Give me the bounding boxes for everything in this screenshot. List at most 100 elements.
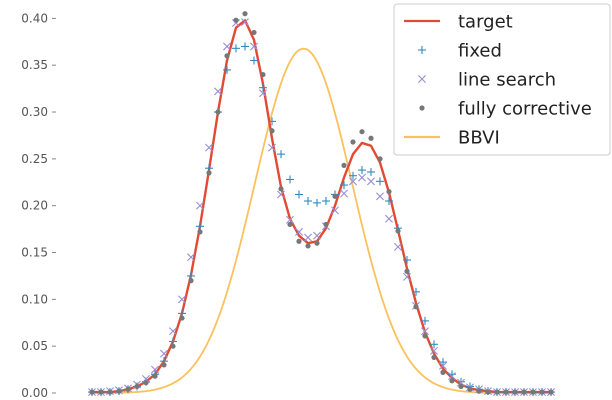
data-point-line-search	[313, 231, 321, 240]
data-point-line-search	[268, 143, 276, 152]
data-point-line-search	[394, 242, 402, 251]
y-axis: 0.00 0.05 0.10 0.15 0.20 0.25 0.30 0.35 0.40	[21, 11, 56, 400]
data-point-line-search	[178, 295, 186, 304]
data-point-fixed	[403, 256, 411, 265]
series-line-bbvi	[91, 47, 551, 394]
data-point-line-search	[241, 18, 249, 27]
data-point-line-search	[160, 349, 168, 358]
data-point-fully-corrective	[179, 315, 185, 321]
legend-label: BBVI	[458, 128, 500, 149]
legend-item-fully-corrective: fully corrective	[419, 99, 592, 120]
data-point-line-search	[421, 327, 429, 336]
data-point-fully-corrective	[251, 29, 257, 36]
data-point-line-search	[349, 177, 357, 186]
data-point-fully-corrective	[314, 240, 320, 246]
series-line-target	[92, 19, 551, 394]
data-point-fixed	[295, 190, 303, 199]
legend-label: fixed	[458, 41, 502, 62]
data-point-fixed	[385, 197, 393, 205]
data-point-fixed	[259, 83, 267, 92]
legend-item-bbvi: BBVI	[404, 128, 500, 149]
data-point-line-search	[403, 272, 411, 281]
data-point-fully-corrective	[134, 383, 140, 390]
data-point-fully-corrective	[89, 389, 95, 395]
data-point-line-search	[457, 378, 465, 387]
y-tick-label: 0.40	[21, 11, 48, 25]
y-tick-label: 0.00	[21, 386, 48, 400]
data-point-line-search	[205, 143, 213, 152]
data-point-fully-corrective	[413, 304, 419, 310]
data-point-fully-corrective	[431, 354, 437, 361]
data-point-fixed	[358, 166, 366, 175]
data-point-line-search	[169, 327, 177, 336]
data-point-fixed	[376, 177, 384, 186]
data-point-fully-corrective	[278, 186, 284, 192]
y-tick-label: 0.25	[21, 152, 48, 166]
data-point-fully-corrective	[143, 380, 149, 386]
data-point-fully-corrective	[359, 129, 365, 135]
data-point-fixed	[232, 44, 240, 53]
data-point-fully-corrective	[323, 221, 329, 228]
data-point-fully-corrective	[467, 386, 473, 392]
data-point-fully-corrective	[161, 362, 167, 368]
data-point-fully-corrective	[206, 170, 212, 176]
data-point-line-search	[376, 192, 384, 201]
data-point-fixed	[286, 175, 294, 184]
data-point-fixed	[349, 171, 357, 180]
data-point-fully-corrective	[395, 228, 401, 234]
data-point-fixed	[448, 370, 456, 379]
data-point-line-search	[367, 177, 375, 186]
y-tick-label: 0.15	[21, 246, 48, 260]
legend-swatch	[418, 75, 426, 83]
data-point-fully-corrective	[368, 135, 374, 141]
data-point-fully-corrective	[494, 389, 500, 395]
data-point-fixed	[367, 167, 375, 176]
legend-label: fully corrective	[458, 99, 592, 120]
data-point-line-search	[439, 361, 447, 370]
data-point-line-search	[142, 374, 150, 383]
data-point-fully-corrective	[503, 389, 509, 395]
legend-item-target: target	[404, 12, 513, 33]
data-point-fixed	[430, 340, 438, 349]
legend-box	[393, 3, 611, 156]
data-point-fully-corrective	[485, 389, 491, 395]
data-point-fixed	[340, 181, 348, 190]
data-point-fully-corrective	[548, 389, 554, 395]
data-point-fully-corrective	[422, 333, 428, 339]
data-point-fully-corrective	[404, 268, 410, 274]
data-point-fixed	[322, 197, 330, 205]
data-point-line-search	[196, 201, 204, 210]
data-point-fixed	[439, 358, 447, 367]
data-point-fixed	[250, 56, 258, 65]
data-point-fully-corrective	[341, 162, 347, 169]
data-point-fully-corrective	[116, 388, 122, 394]
data-point-fully-corrective	[242, 11, 248, 17]
data-point-fully-corrective	[125, 386, 131, 392]
data-point-fully-corrective	[224, 53, 230, 59]
data-point-fully-corrective	[512, 389, 518, 395]
legend-label: target	[458, 12, 513, 33]
legend-item-fixed: fixed	[418, 41, 502, 62]
legend-swatch	[419, 105, 425, 111]
data-point-fully-corrective	[377, 156, 383, 162]
legend-label: line search	[458, 70, 556, 91]
data-point-fully-corrective	[152, 373, 158, 379]
data-point-fully-corrective	[386, 189, 392, 195]
data-point-fully-corrective	[260, 71, 266, 78]
data-point-fixed	[268, 117, 276, 126]
plot-area	[88, 11, 555, 397]
data-point-fully-corrective	[530, 389, 536, 395]
y-tick-label: 0.05	[21, 339, 48, 353]
data-point-line-search	[250, 42, 258, 51]
y-tick-label: 0.10	[21, 292, 48, 306]
series-fully-corrective	[89, 11, 554, 395]
data-point-line-search	[214, 87, 222, 96]
legend: target fixed line search fully corrective BB…	[393, 3, 611, 156]
data-point-fully-corrective	[539, 389, 545, 395]
data-point-line-search	[223, 42, 231, 51]
data-point-fully-corrective	[197, 229, 203, 235]
data-point-fixed	[196, 222, 204, 231]
data-point-fixed	[421, 316, 429, 325]
y-tick-label: 0.20	[21, 199, 48, 213]
